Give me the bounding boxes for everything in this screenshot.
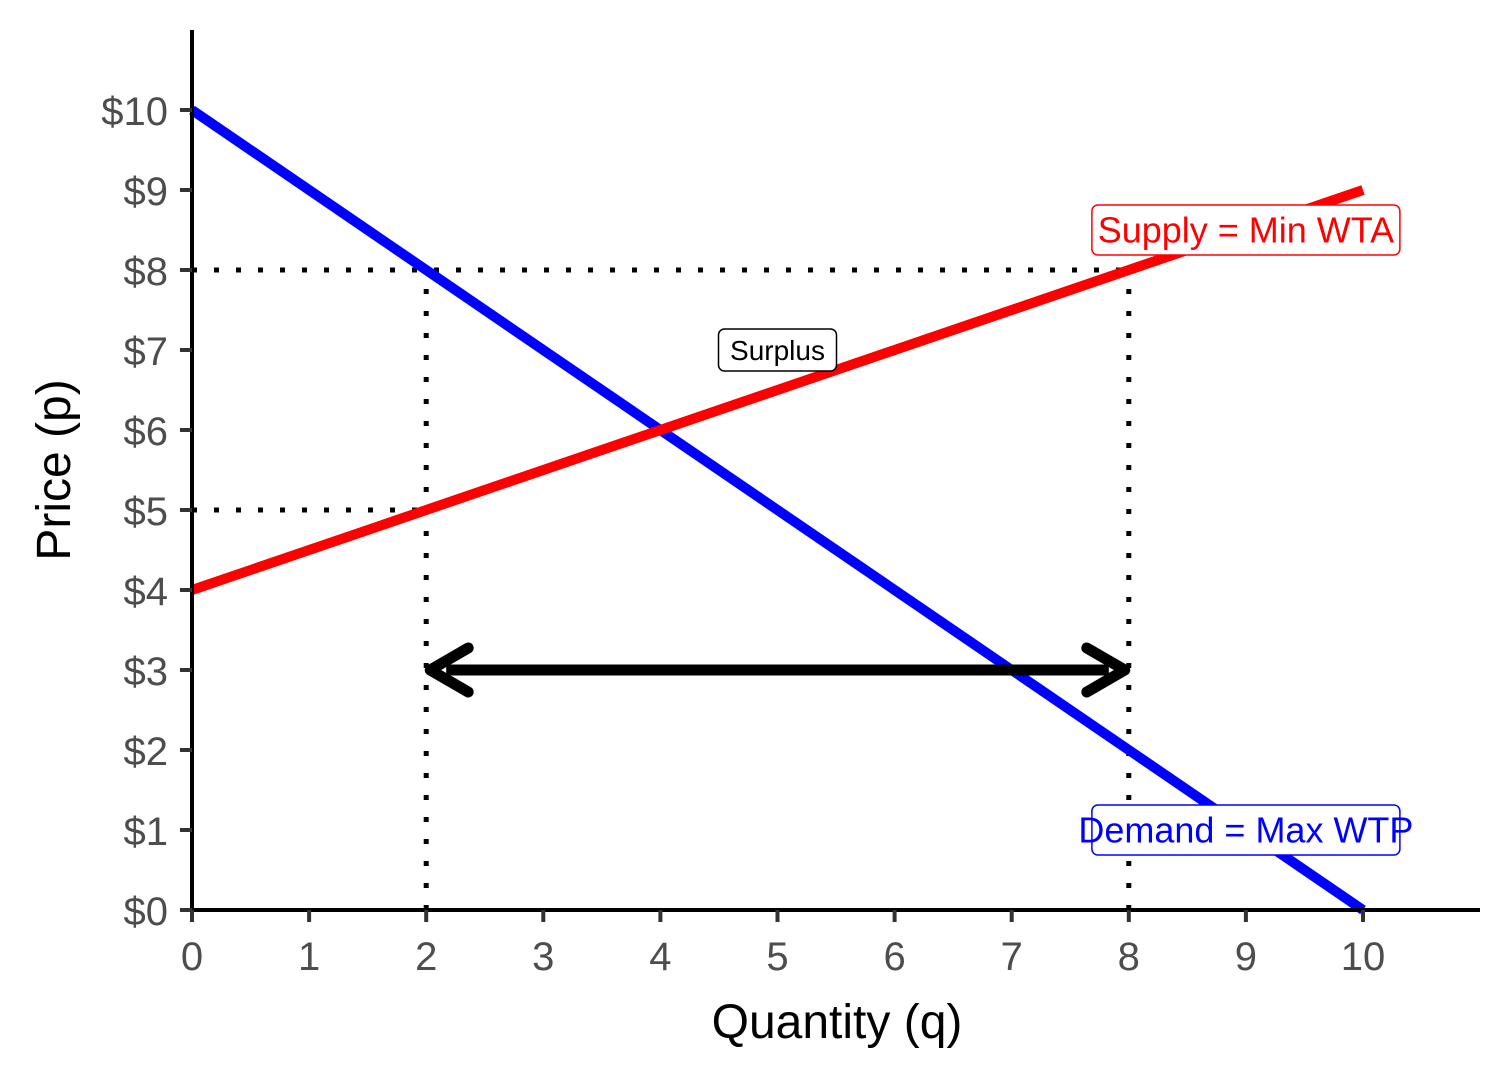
annotation-label: Demand = Max WTP <box>1078 810 1413 851</box>
x-tick-label: 7 <box>1001 935 1023 979</box>
x-tick-label: 5 <box>766 935 788 979</box>
annotation-box <box>1091 204 1401 256</box>
supply-curve <box>190 185 1365 595</box>
x-tick-label: 8 <box>1118 935 1140 979</box>
annotation-label: Surplus <box>730 335 825 366</box>
x-axis-label: Quantity (q) <box>712 996 963 1049</box>
demand-curve <box>189 105 1366 915</box>
x-tick-label: 0 <box>181 935 203 979</box>
annotation-box <box>717 328 838 372</box>
y-tick-label: $4 <box>124 570 169 614</box>
y-tick-label: $10 <box>101 90 168 134</box>
arrow-head-right-icon <box>1081 642 1131 698</box>
y-tick-label: $3 <box>124 650 169 694</box>
arrow-head-left-icon <box>424 642 474 698</box>
y-tick-label: $2 <box>124 730 169 774</box>
y-tick-label: $9 <box>124 170 169 214</box>
y-tick-label: $6 <box>124 410 169 454</box>
x-tick-label: 10 <box>1341 935 1386 979</box>
x-tick-label: 4 <box>649 935 671 979</box>
x-tick-label: 1 <box>298 935 320 979</box>
y-tick-label: $5 <box>124 490 169 534</box>
y-axis-label: Price (p) <box>28 379 81 560</box>
y-tick-label: $7 <box>124 330 169 374</box>
y-tick-label: $8 <box>124 250 169 294</box>
annotation-box <box>1091 804 1401 856</box>
annotation-label: Supply = Min WTA <box>1098 210 1394 251</box>
y-tick-label: $1 <box>124 810 169 854</box>
x-tick-label: 3 <box>532 935 554 979</box>
x-tick-label: 9 <box>1235 935 1257 979</box>
y-tick-label: $0 <box>124 890 169 934</box>
x-tick-label: 6 <box>883 935 905 979</box>
x-tick-label: 2 <box>415 935 437 979</box>
